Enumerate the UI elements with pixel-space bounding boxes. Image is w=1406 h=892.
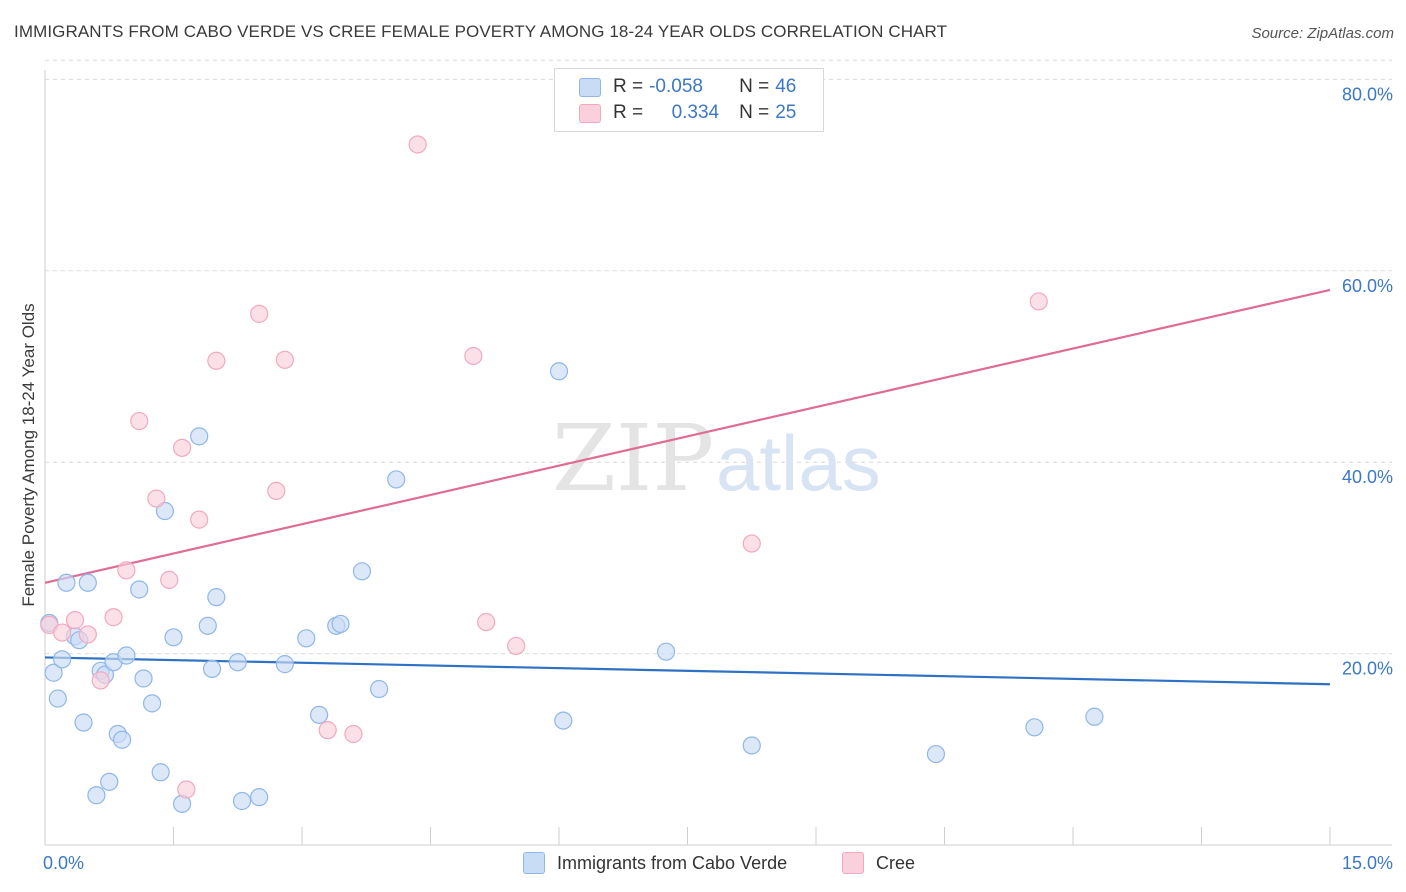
point-cabo-verde xyxy=(926,744,946,764)
y-axis-label: Female Poverty Among 18-24 Year Olds xyxy=(19,303,38,606)
point-cree xyxy=(1029,292,1048,311)
point-cree xyxy=(742,534,761,553)
point-cabo-verde xyxy=(112,730,132,749)
legend-swatch-cabo-verde xyxy=(523,852,545,874)
point-cabo-verde xyxy=(297,629,316,648)
point-cree xyxy=(147,489,166,508)
legend-item-cabo-verde[interactable]: Immigrants from Cabo Verde xyxy=(523,852,787,874)
watermark-atlas: atlas xyxy=(716,419,881,507)
point-cree xyxy=(507,636,526,656)
point-cabo-verde xyxy=(74,713,93,732)
legend-r-label: R = xyxy=(613,102,644,123)
x-tick-label: 0.0% xyxy=(43,853,84,873)
point-cabo-verde xyxy=(549,362,569,381)
point-cabo-verde xyxy=(1085,707,1104,726)
point-cabo-verde xyxy=(155,501,175,521)
point-cree xyxy=(344,724,363,744)
trendline-cree xyxy=(44,288,1331,584)
legend-label-cree: Cree xyxy=(876,852,916,873)
point-cabo-verde xyxy=(57,573,76,592)
legend-n-value: 46 xyxy=(775,76,797,97)
point-cree xyxy=(78,625,97,644)
point-cabo-verde xyxy=(310,705,329,724)
point-cabo-verde xyxy=(228,653,247,672)
point-cabo-verde xyxy=(130,580,149,599)
y-tick-label: 60.0% xyxy=(1342,276,1393,296)
series-legend: Immigrants from Cabo Verde Cree xyxy=(0,852,1406,878)
point-cabo-verde xyxy=(554,711,573,730)
point-cree xyxy=(477,612,496,632)
point-cabo-verde xyxy=(250,788,269,807)
legend-n-value: 25 xyxy=(775,102,797,123)
watermark-zip: ZIP xyxy=(552,405,714,512)
point-cabo-verde xyxy=(232,791,252,811)
point-cree xyxy=(177,780,196,799)
point-cree xyxy=(207,351,226,370)
point-cabo-verde xyxy=(134,669,153,688)
point-cabo-verde xyxy=(78,573,97,592)
point-cabo-verde xyxy=(117,646,136,665)
point-cree xyxy=(267,481,286,501)
legend-r-label: R = xyxy=(613,76,644,97)
point-cabo-verde xyxy=(352,562,372,581)
point-cabo-verde xyxy=(275,655,294,674)
trendline-cabo-verde xyxy=(44,656,1331,686)
correlation-legend: R = -0.058 N = 46 R = 0.334 N = 25 xyxy=(554,68,824,132)
point-cabo-verde xyxy=(207,588,226,607)
point-cabo-verde xyxy=(164,628,183,647)
point-cabo-verde xyxy=(387,470,406,489)
point-cree xyxy=(160,570,179,590)
point-cabo-verde xyxy=(87,786,106,805)
legend-label-cabo-verde: Immigrants from Cabo Verde xyxy=(557,852,788,873)
legend-r-value: 0.334 xyxy=(671,102,720,123)
legend-item-cree[interactable]: Cree xyxy=(842,852,915,874)
legend-swatch-cree xyxy=(579,103,601,123)
point-cabo-verde xyxy=(331,614,350,634)
legend-swatch-cree xyxy=(842,852,864,874)
point-cabo-verde xyxy=(370,679,389,699)
chart-title: IMMIGRANTS FROM CABO VERDE VS CREE FEMAL… xyxy=(14,22,948,41)
point-cree xyxy=(53,623,72,642)
point-cree xyxy=(318,721,337,740)
legend-r-value: -0.058 xyxy=(649,76,703,97)
source-credit: Source: ZipAtlas.com xyxy=(1251,25,1394,42)
point-cree xyxy=(275,350,294,369)
point-cree xyxy=(464,346,483,366)
legend-swatch-cabo-verde xyxy=(579,77,601,97)
point-cree xyxy=(104,608,123,627)
point-cabo-verde xyxy=(198,616,217,635)
point-cabo-verde xyxy=(656,642,676,661)
point-cree xyxy=(250,304,269,323)
point-cabo-verde xyxy=(53,650,72,669)
point-cabo-verde xyxy=(1025,718,1044,737)
point-cabo-verde xyxy=(742,736,761,755)
point-cabo-verde xyxy=(142,694,162,713)
point-cabo-verde xyxy=(151,763,170,782)
legend-n-label: N = xyxy=(739,102,770,123)
point-cree xyxy=(408,135,427,154)
point-cree xyxy=(172,438,192,457)
legend-row-cabo-verde: R = -0.058 N = 46 xyxy=(579,74,796,100)
x-tick-label: 15.0% xyxy=(1342,853,1393,873)
legend-row-cree: R = 0.334 N = 25 xyxy=(579,100,796,126)
point-cabo-verde xyxy=(44,663,63,682)
point-cabo-verde xyxy=(190,427,209,446)
point-cree xyxy=(117,561,136,580)
y-tick-label: 80.0% xyxy=(1342,84,1393,104)
point-cree xyxy=(91,671,110,690)
point-cabo-verde xyxy=(48,689,67,708)
point-cabo-verde xyxy=(100,772,119,791)
y-tick-label: 40.0% xyxy=(1342,467,1393,487)
point-cree xyxy=(65,611,85,630)
y-tick-label: 20.0% xyxy=(1342,659,1393,679)
legend-n-label: N = xyxy=(739,76,770,97)
point-cree xyxy=(190,510,209,529)
point-cree xyxy=(130,411,149,431)
point-cabo-verde xyxy=(202,659,222,679)
